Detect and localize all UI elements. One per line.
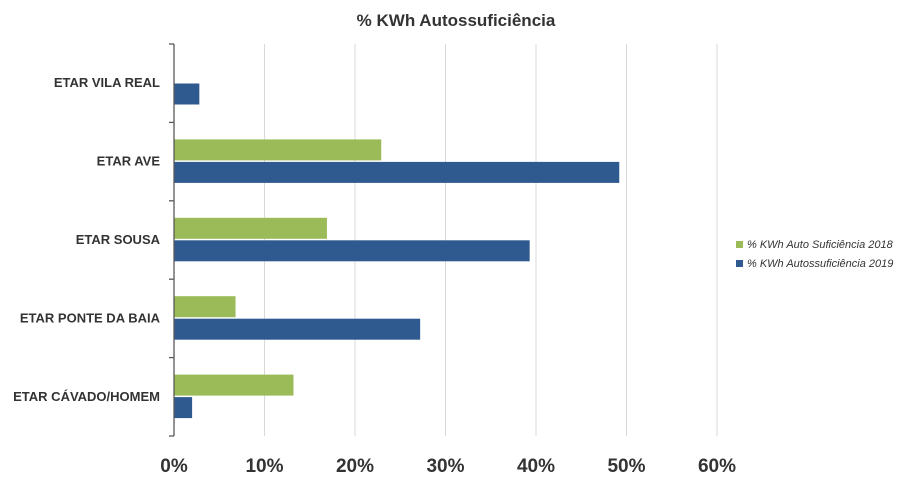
category-labels: ETAR VILA REAL ETAR AVE ETAR SOUSA ETAR PON… [13,75,160,404]
bar-2019 [174,397,193,419]
x-tick-label: 40% [517,456,555,477]
x-tick-label: 0% [160,456,188,477]
bar-2019 [174,318,421,340]
legend-label: % KWh Auto Suficiência 2018 [747,239,894,251]
bar-2018 [174,296,236,318]
category-label: ETAR VILA REAL [54,75,160,90]
chart-title: % KWh Autossuficiência [357,11,556,30]
legend: % KWh Auto Suficiência 2018 % KWh Autossu… [736,239,894,270]
gridlines [264,44,718,436]
bar-2018 [174,139,382,161]
category-label: ETAR AVE [97,154,161,169]
x-tick-label: 30% [426,456,464,477]
category-label: ETAR PONTE DA BAIA [20,310,161,325]
x-tick-labels: 0% 10% 20% 30% 40% 50% 60% [160,456,736,477]
x-tick-label: 10% [245,456,283,477]
bar-2019 [174,161,620,183]
bar-2018 [174,217,327,239]
legend-swatch [736,260,743,267]
legend-label: % KWh Autossuficiência 2019 [747,258,893,270]
bar-2019 [174,83,200,105]
x-tick-label: 20% [336,456,374,477]
category-label: ETAR SOUSA [76,232,161,247]
bars [174,83,620,419]
x-tick-label: 50% [607,456,645,477]
bar-2018 [174,374,294,396]
category-label: ETAR CÁVADO/HOMEM [13,389,160,404]
legend-swatch [736,241,743,248]
bar-2019 [174,240,530,262]
y-axis [169,43,175,437]
x-tick-label: 60% [698,456,736,477]
